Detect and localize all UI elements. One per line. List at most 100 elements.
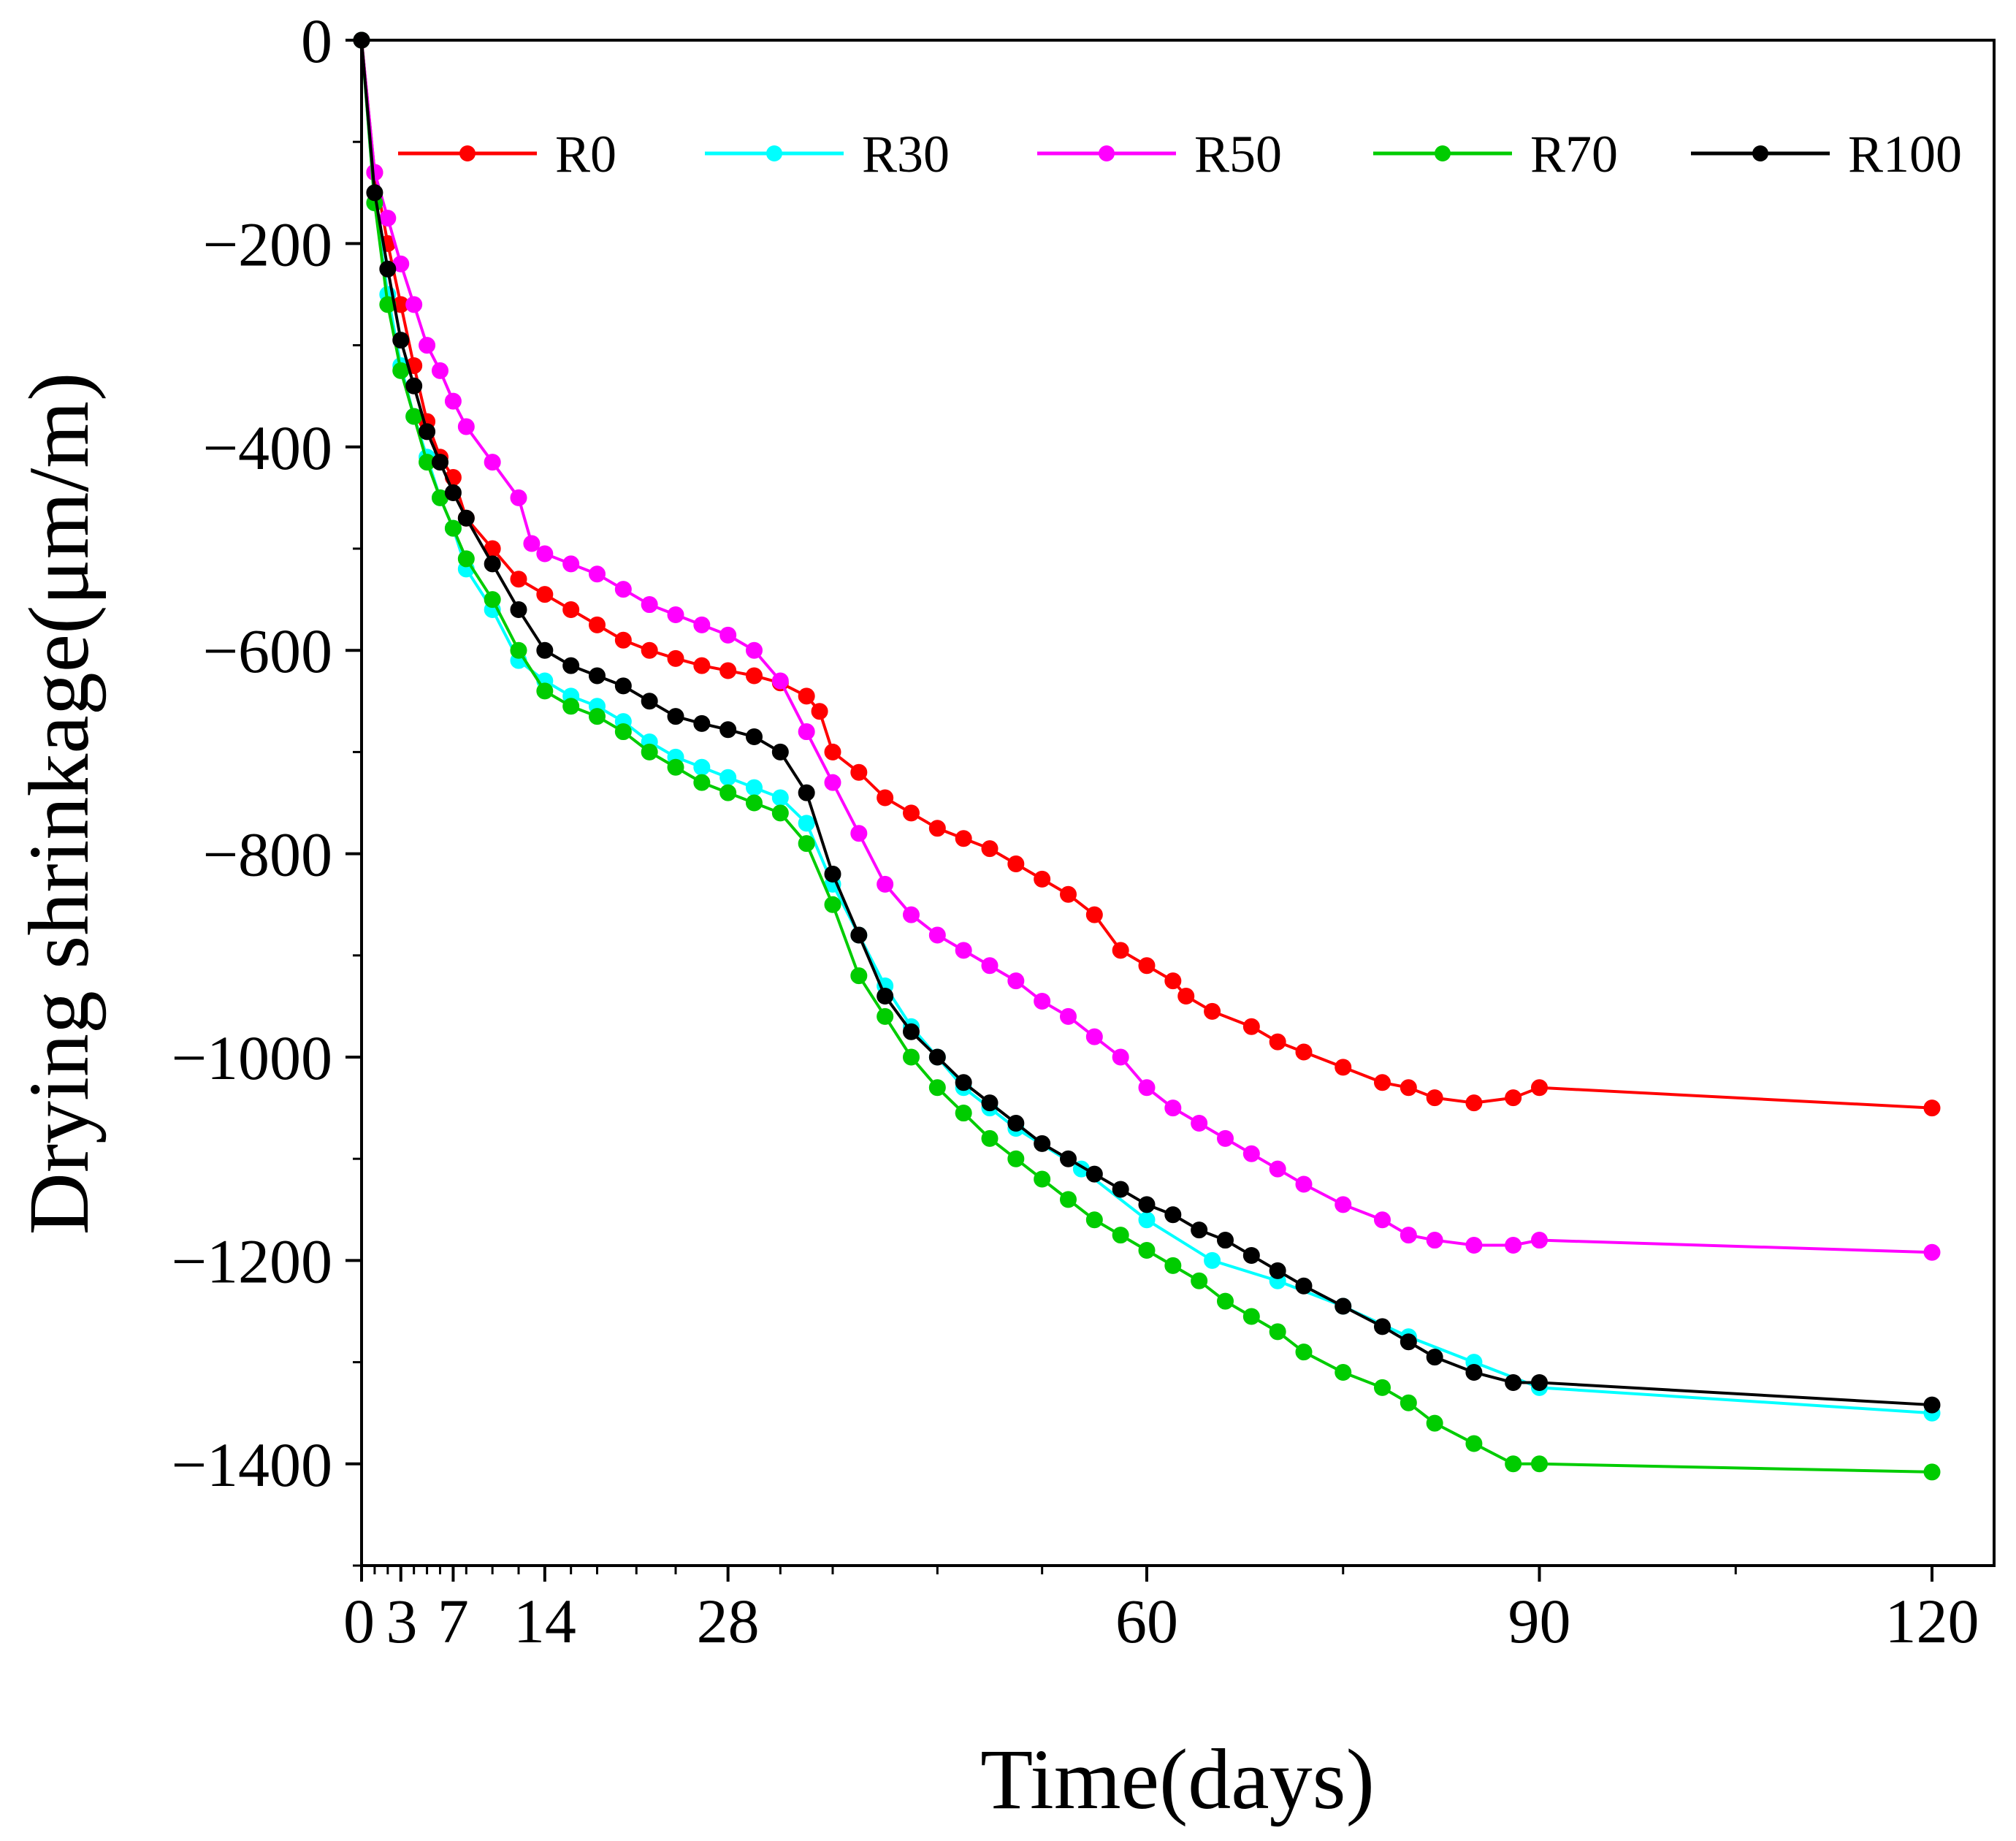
data-point-r70 — [693, 774, 711, 791]
data-point-r50 — [379, 210, 397, 227]
data-point-r0 — [1465, 1094, 1483, 1112]
data-point-r70 — [1217, 1292, 1234, 1310]
data-point-r100 — [1426, 1349, 1443, 1366]
data-point-r70 — [1531, 1455, 1548, 1473]
data-point-r50 — [1034, 992, 1051, 1010]
data-point-r70 — [379, 296, 397, 313]
data-point-r0 — [719, 662, 737, 679]
data-point-r100 — [614, 677, 632, 695]
data-point-r70 — [719, 784, 737, 801]
y-tick-label: −200 — [202, 209, 332, 279]
plot-series — [353, 31, 1941, 1481]
legend-marker-r100 — [1752, 145, 1768, 161]
data-point-r70 — [1505, 1455, 1522, 1473]
legend-marker-r30 — [766, 145, 782, 161]
data-point-r50 — [457, 418, 475, 435]
data-point-r0 — [1295, 1043, 1313, 1061]
data-point-r70 — [641, 743, 658, 761]
data-point-r50 — [1531, 1232, 1548, 1249]
data-point-r100 — [405, 377, 423, 394]
data-point-r70 — [850, 967, 868, 985]
data-point-r70 — [1923, 1463, 1941, 1481]
data-point-r70 — [1295, 1343, 1313, 1361]
data-point-r50 — [719, 626, 737, 644]
data-point-r50 — [1191, 1114, 1208, 1132]
data-point-r0 — [1923, 1099, 1941, 1117]
data-point-r70 — [614, 723, 632, 741]
data-point-r100 — [1164, 1206, 1182, 1224]
data-point-r50 — [928, 926, 946, 944]
legend-label-r0: R0 — [555, 125, 616, 183]
data-point-r100 — [955, 1074, 972, 1091]
data-point-r100 — [432, 454, 448, 471]
x-tick-label: 14 — [513, 1586, 576, 1656]
data-point-r100 — [457, 509, 475, 527]
data-point-r50 — [771, 672, 789, 690]
data-point-r100 — [1374, 1318, 1391, 1335]
data-point-r70 — [1269, 1323, 1286, 1341]
data-point-r100 — [1531, 1373, 1548, 1391]
data-point-r50 — [510, 489, 527, 506]
data-point-r50 — [1923, 1243, 1941, 1261]
data-point-r100 — [510, 601, 527, 619]
data-point-r70 — [510, 641, 527, 659]
data-point-r100 — [771, 743, 789, 761]
x-tick-label: 0 — [343, 1586, 375, 1656]
data-point-r100 — [877, 987, 894, 1005]
data-point-r50 — [1505, 1237, 1522, 1254]
series-r70 — [353, 31, 1941, 1481]
data-point-r100 — [850, 926, 868, 944]
legend-item-r50: R50 — [1037, 125, 1282, 183]
x-tick-label: 90 — [1508, 1586, 1571, 1656]
data-point-r0 — [1112, 942, 1129, 959]
data-point-r100 — [1923, 1396, 1941, 1414]
data-point-r50 — [614, 581, 632, 598]
data-point-r50 — [1426, 1232, 1443, 1249]
data-point-r0 — [1034, 870, 1051, 888]
legend-label-r70: R70 — [1530, 125, 1618, 183]
data-point-r70 — [824, 896, 841, 913]
data-point-r30 — [771, 789, 789, 807]
data-point-r100 — [746, 728, 763, 746]
data-point-r70 — [1085, 1211, 1103, 1229]
data-point-r0 — [1400, 1079, 1417, 1097]
data-point-r50 — [1242, 1145, 1260, 1162]
data-point-r100 — [484, 555, 501, 573]
data-point-r70 — [484, 591, 501, 609]
data-point-r0 — [667, 649, 684, 667]
y-tick-label: −400 — [202, 413, 332, 483]
legend-marker-r50 — [1099, 145, 1115, 161]
legend-marker-r0 — [459, 145, 476, 161]
legend-marker-r70 — [1435, 145, 1451, 161]
data-point-r70 — [928, 1079, 946, 1097]
y-tick-label: −1400 — [171, 1430, 332, 1500]
data-point-r50 — [1217, 1129, 1234, 1147]
data-point-r70 — [457, 550, 475, 568]
data-point-r70 — [1007, 1150, 1025, 1167]
data-point-r70 — [1400, 1394, 1417, 1411]
data-point-r50 — [693, 616, 711, 633]
data-point-r50 — [419, 337, 436, 354]
x-axis-title: Time(days) — [980, 1731, 1375, 1827]
data-point-r30 — [719, 769, 737, 786]
data-point-r50 — [1112, 1048, 1129, 1066]
data-point-r0 — [562, 601, 580, 619]
data-point-r0 — [877, 789, 894, 807]
data-point-r0 — [1177, 987, 1195, 1005]
data-point-r30 — [798, 815, 815, 832]
legend-label-r30: R30 — [862, 125, 950, 183]
data-point-r70 — [771, 804, 789, 822]
data-point-r0 — [589, 616, 606, 633]
data-point-r100 — [1295, 1277, 1313, 1295]
data-point-r100 — [1242, 1246, 1260, 1264]
data-point-r0 — [641, 641, 658, 659]
data-point-r50 — [1374, 1211, 1391, 1229]
data-point-r50 — [746, 641, 763, 659]
data-point-r50 — [1269, 1160, 1286, 1178]
data-point-r50 — [523, 535, 541, 552]
data-point-r70 — [1191, 1272, 1208, 1289]
data-point-r100 — [1085, 1165, 1103, 1183]
data-point-r50 — [1085, 1028, 1103, 1045]
data-point-r100 — [641, 693, 658, 710]
x-tick-label: 60 — [1115, 1586, 1178, 1656]
